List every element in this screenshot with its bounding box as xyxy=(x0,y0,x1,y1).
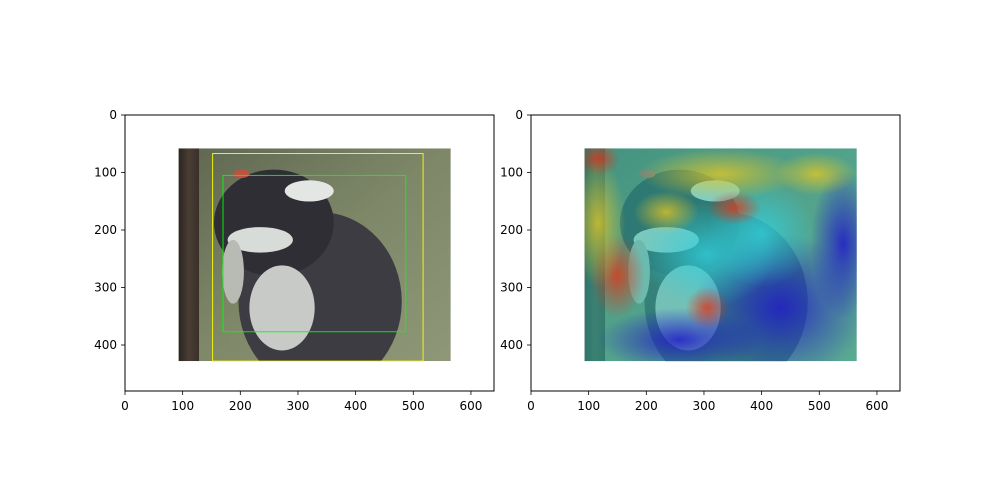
y-tick-label: 100 xyxy=(500,166,523,180)
x-tick-label: 600 xyxy=(459,399,482,413)
x-tick-label: 100 xyxy=(171,399,194,413)
x-tick-label: 200 xyxy=(635,399,658,413)
woodpecker-photo xyxy=(178,148,451,362)
x-tick-label: 200 xyxy=(229,399,252,413)
x-tick-label: 500 xyxy=(402,399,425,413)
bounding-box-1 xyxy=(212,153,424,362)
panel-1: 0 100 200 300 400 500 600 0 100 200 300 400 xyxy=(94,108,495,413)
y-tick-label: 400 xyxy=(94,338,117,352)
x-tick-label: 600 xyxy=(865,399,888,413)
attention-heatmap xyxy=(584,148,857,362)
x-tick-label: 300 xyxy=(287,399,310,413)
y-tick-label: 0 xyxy=(515,108,523,122)
y-tick-label: 0 xyxy=(109,108,117,122)
x-tick-label: 300 xyxy=(693,399,716,413)
y-tick-label: 200 xyxy=(94,223,117,237)
x-tick-label: 500 xyxy=(808,399,831,413)
x-tick-label: 400 xyxy=(750,399,773,413)
y-tick-label: 200 xyxy=(500,223,523,237)
y-tick-label: 300 xyxy=(94,281,117,295)
y-tick-label: 400 xyxy=(500,338,523,352)
x-tick-label: 400 xyxy=(344,399,367,413)
axes-frame xyxy=(530,114,901,392)
axes-frame xyxy=(124,114,495,392)
y-tick-label: 300 xyxy=(500,281,523,295)
x-tick-label: 0 xyxy=(527,399,535,413)
x-tick-label: 0 xyxy=(121,399,129,413)
x-tick-label: 100 xyxy=(577,399,600,413)
panel-2: 0 100 200 300 400 500 600 0 100 200 300 400 xyxy=(500,108,901,413)
bounding-box-2 xyxy=(222,174,407,333)
y-tick-label: 100 xyxy=(94,166,117,180)
